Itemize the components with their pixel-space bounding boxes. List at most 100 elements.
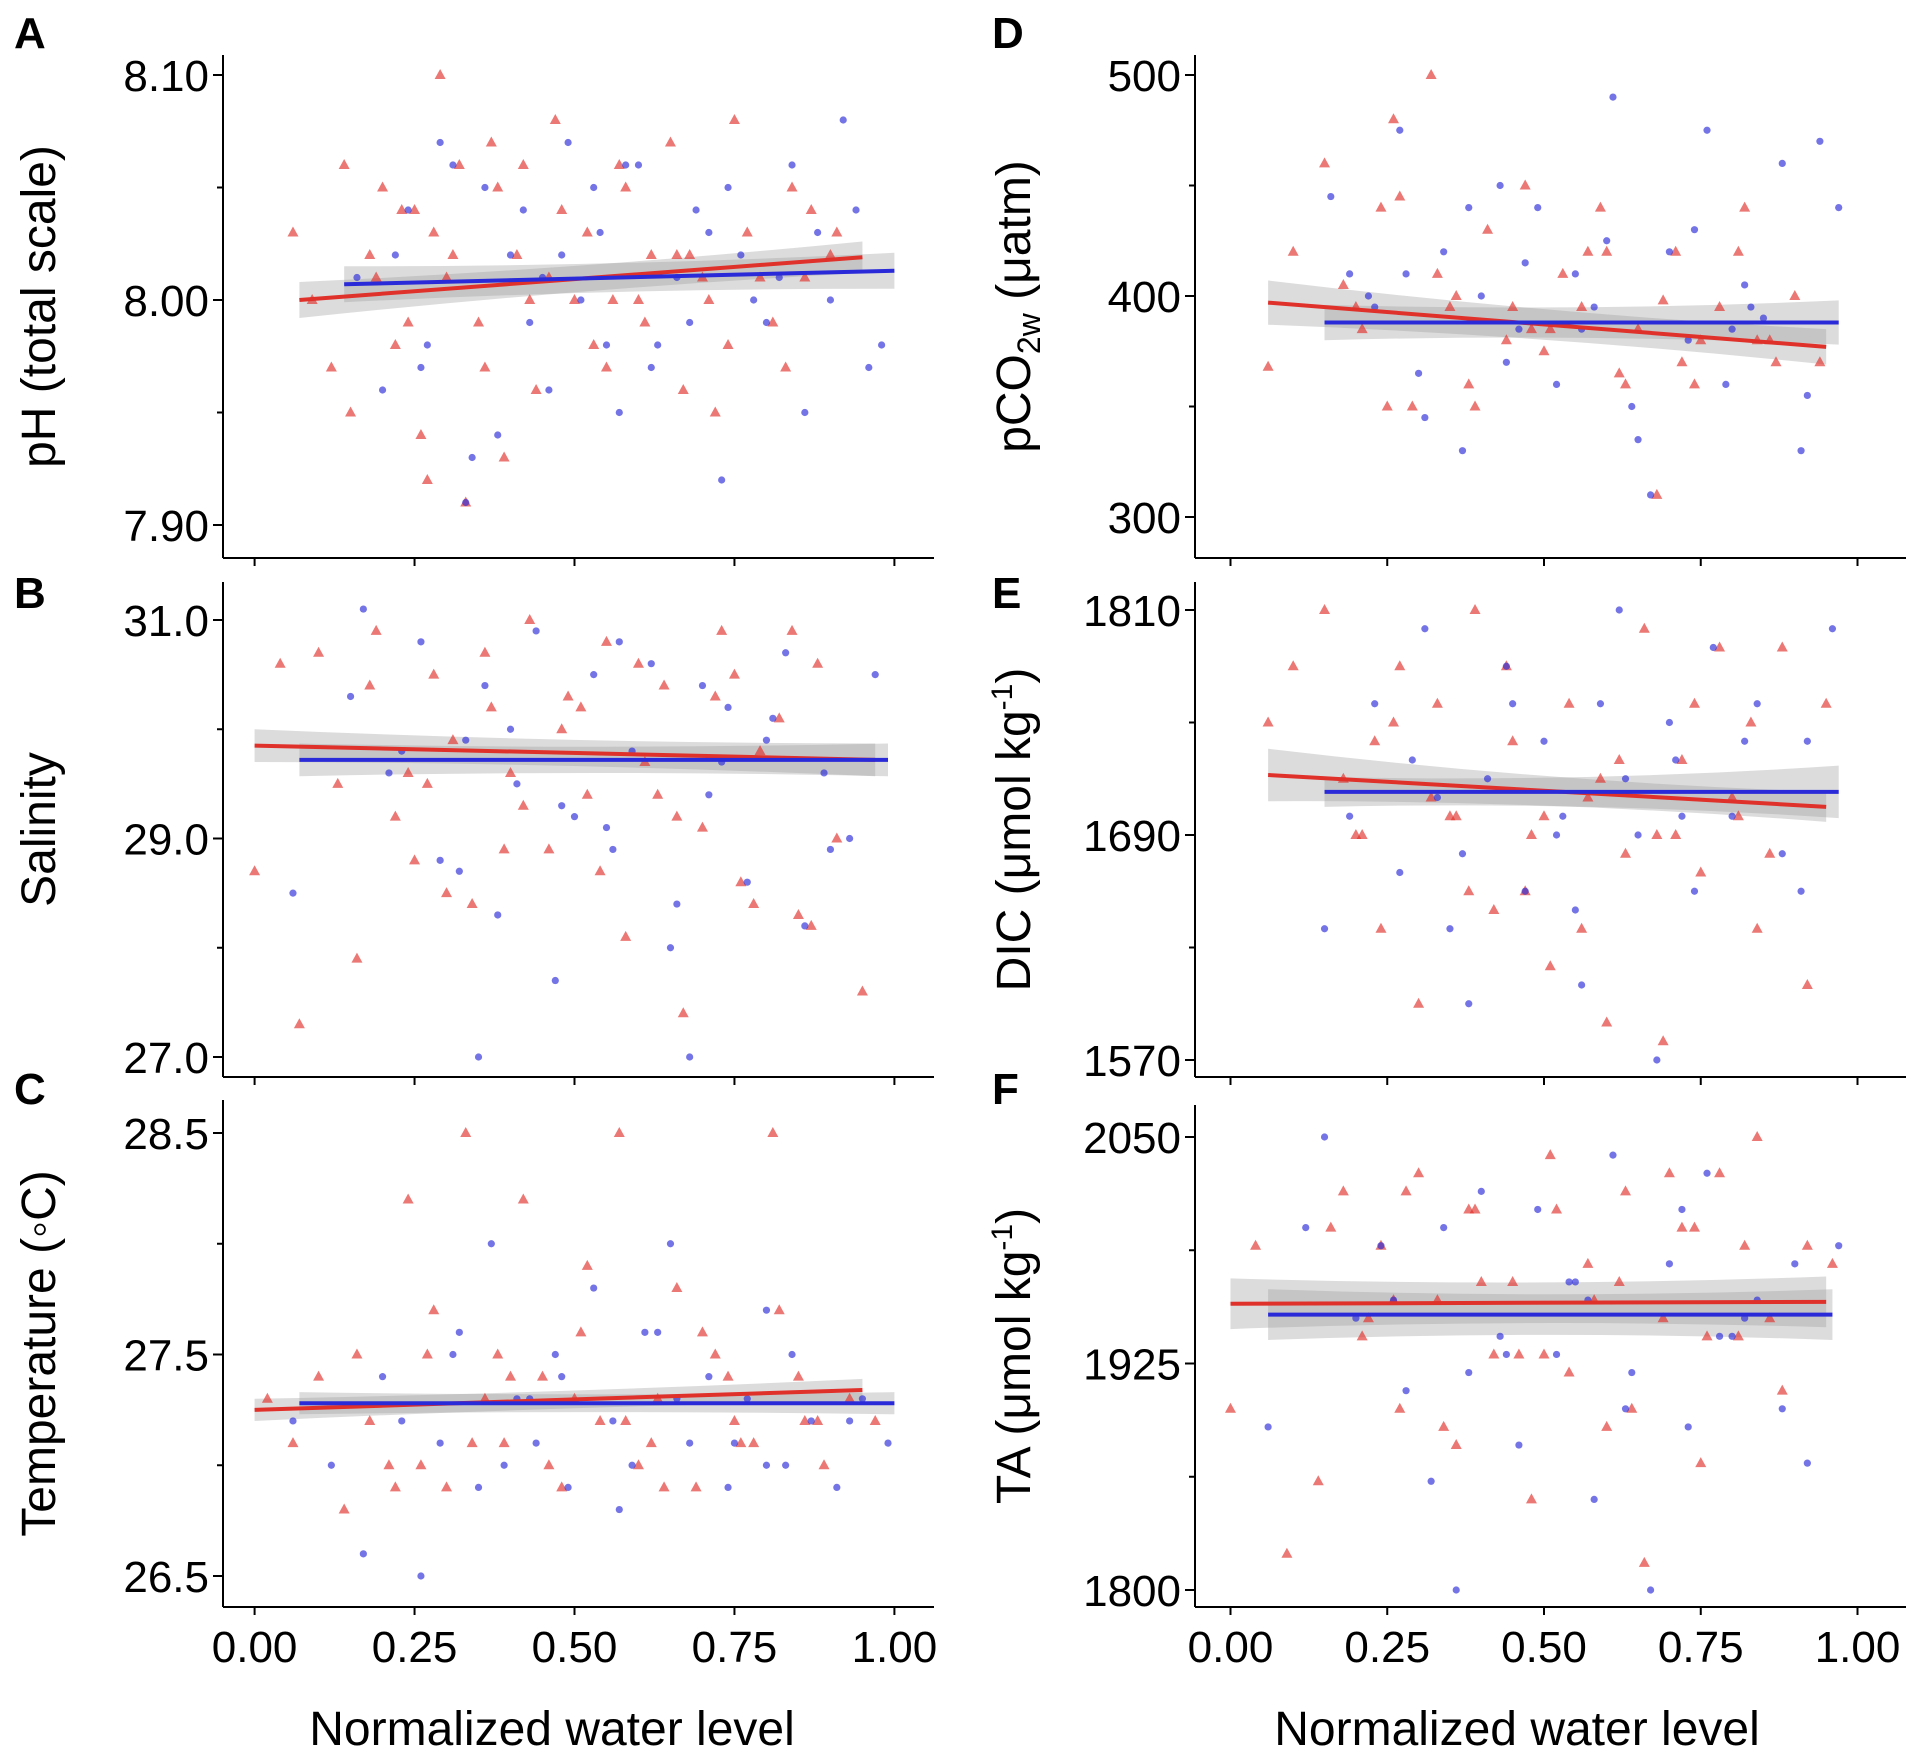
data-point xyxy=(654,1328,662,1336)
data-point xyxy=(436,1439,444,1447)
data-point xyxy=(1371,303,1379,311)
data-point xyxy=(1540,737,1548,745)
data-point xyxy=(844,1392,856,1403)
data-point xyxy=(1469,604,1481,614)
data-point xyxy=(609,1417,617,1425)
data-point xyxy=(705,228,713,237)
data-point xyxy=(690,1481,702,1492)
data-point xyxy=(359,1550,367,1558)
data-point xyxy=(1803,391,1811,400)
data-point xyxy=(313,1370,325,1381)
data-point xyxy=(1362,1312,1374,1323)
data-point xyxy=(705,791,713,799)
data-point xyxy=(1688,1221,1700,1232)
data-point xyxy=(1469,400,1481,411)
x-tick-label: 0.25 xyxy=(372,1623,458,1672)
data-point xyxy=(1651,829,1663,839)
data-point xyxy=(1425,791,1437,802)
data-point xyxy=(1394,660,1406,671)
data-point xyxy=(750,296,758,304)
data-point xyxy=(564,138,572,147)
fit-line-A-blue xyxy=(344,268,895,287)
data-point xyxy=(1835,204,1843,212)
data-point xyxy=(1665,1260,1674,1268)
data-point xyxy=(1327,192,1335,201)
data-point xyxy=(1320,1133,1329,1141)
data-point xyxy=(1789,290,1801,300)
data-point xyxy=(1563,697,1575,708)
data-point xyxy=(613,1127,625,1137)
data-point xyxy=(409,854,421,865)
data-point xyxy=(513,780,521,788)
data-point xyxy=(1538,345,1550,356)
data-point xyxy=(1483,775,1492,783)
data-point xyxy=(1634,436,1642,444)
data-point xyxy=(517,1193,529,1204)
data-point xyxy=(754,271,766,282)
data-point xyxy=(1665,248,1674,256)
data-point xyxy=(1715,1332,1724,1340)
data-point xyxy=(1778,850,1786,858)
data-point xyxy=(1594,772,1606,783)
data-point xyxy=(762,736,771,744)
data-point xyxy=(799,1414,811,1425)
data-point xyxy=(1521,887,1529,895)
data-point xyxy=(1369,735,1381,746)
data-point xyxy=(1262,716,1274,727)
data-point xyxy=(370,624,382,635)
data-point xyxy=(1396,126,1404,134)
data-point xyxy=(709,1348,721,1359)
data-point xyxy=(492,181,504,192)
data-point xyxy=(1502,1350,1510,1359)
data-point xyxy=(485,136,497,147)
data-point xyxy=(402,766,414,777)
data-point xyxy=(1552,380,1561,388)
data-point xyxy=(421,777,433,788)
data-point xyxy=(1670,245,1682,256)
data-point xyxy=(1450,1439,1462,1450)
data-point xyxy=(743,878,751,886)
data-point xyxy=(1463,378,1475,389)
data-point xyxy=(551,1350,559,1359)
data-point xyxy=(654,341,662,349)
data-point xyxy=(346,692,355,701)
data-point xyxy=(615,1505,623,1514)
data-point xyxy=(1621,1405,1630,1413)
data-point xyxy=(511,249,523,259)
data-point xyxy=(1224,1402,1236,1413)
data-point xyxy=(1695,1457,1707,1468)
data-point xyxy=(686,318,694,327)
x-tick-label: 0.50 xyxy=(1501,1623,1587,1672)
data-point xyxy=(1444,301,1456,312)
data-point xyxy=(1626,1402,1638,1413)
data-point xyxy=(1538,1348,1550,1359)
data-point xyxy=(1653,1056,1661,1064)
data-point xyxy=(498,451,510,462)
data-point xyxy=(1665,718,1674,727)
data-point xyxy=(1534,204,1542,212)
data-point xyxy=(466,898,478,909)
data-point xyxy=(1281,1547,1293,1558)
series-C-red xyxy=(261,1127,881,1514)
data-point xyxy=(570,813,579,821)
data-point xyxy=(1571,906,1579,914)
data-point xyxy=(1513,1348,1525,1359)
data-point xyxy=(1325,1221,1337,1232)
data-point xyxy=(666,1240,675,1248)
data-point xyxy=(338,159,350,169)
data-point xyxy=(551,976,559,985)
series-F-blue xyxy=(1264,1133,1843,1594)
data-point xyxy=(718,476,726,484)
data-point xyxy=(338,1503,350,1514)
data-point xyxy=(686,1439,694,1447)
data-point xyxy=(762,318,771,327)
data-point xyxy=(1745,716,1757,727)
data-point xyxy=(1739,1239,1751,1250)
data-point xyxy=(1421,413,1429,422)
data-point xyxy=(1657,1312,1669,1323)
data-point xyxy=(1638,622,1650,633)
data-point xyxy=(1613,754,1625,764)
data-point xyxy=(1488,904,1500,914)
data-point xyxy=(1356,1330,1368,1341)
data-point xyxy=(1507,735,1519,746)
